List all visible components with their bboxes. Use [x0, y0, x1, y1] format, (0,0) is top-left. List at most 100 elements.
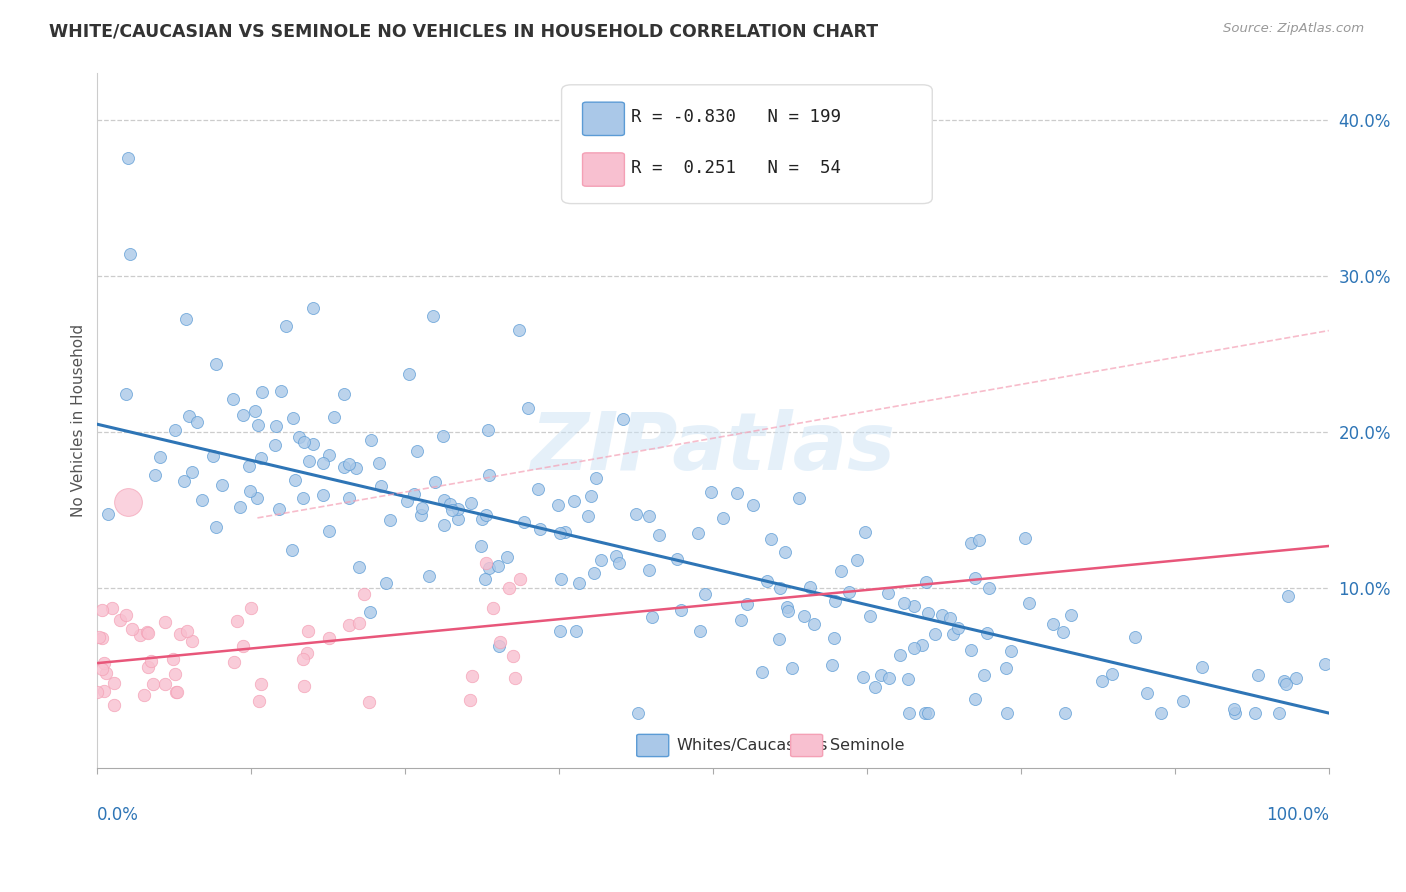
- Point: [374, 575, 396, 590]
- Point: [735, 597, 758, 611]
- Point: [564, 494, 586, 508]
- Point: [565, 624, 588, 638]
- Point: [1191, 660, 1213, 674]
- Point: [117, 495, 139, 509]
- Point: [688, 525, 710, 540]
- Point: [583, 566, 606, 581]
- Point: [526, 482, 548, 496]
- Point: [824, 593, 846, 607]
- Point: [924, 627, 946, 641]
- Point: [607, 556, 630, 570]
- Point: [238, 483, 260, 498]
- Point: [1018, 596, 1040, 610]
- Point: [1091, 674, 1114, 689]
- Point: [917, 706, 939, 720]
- FancyBboxPatch shape: [561, 85, 932, 203]
- Point: [86, 684, 108, 698]
- Point: [136, 626, 159, 640]
- Point: [186, 415, 208, 429]
- Point: [627, 706, 650, 720]
- Point: [911, 638, 934, 652]
- Point: [830, 564, 852, 578]
- Point: [347, 615, 370, 630]
- Point: [478, 561, 501, 575]
- Point: [447, 512, 470, 526]
- Point: [1014, 531, 1036, 545]
- Point: [318, 631, 340, 645]
- Point: [115, 608, 138, 623]
- Point: [232, 639, 254, 653]
- Text: ZIPatlas: ZIPatlas: [530, 409, 896, 487]
- Point: [312, 456, 335, 470]
- Point: [1247, 667, 1270, 681]
- Point: [165, 685, 187, 699]
- Point: [846, 553, 869, 567]
- Point: [357, 695, 380, 709]
- Point: [585, 471, 607, 485]
- Point: [1272, 673, 1295, 688]
- FancyBboxPatch shape: [582, 153, 624, 186]
- Point: [547, 498, 569, 512]
- Point: [301, 437, 323, 451]
- Point: [475, 508, 498, 522]
- Point: [1054, 706, 1077, 720]
- Point: [897, 706, 920, 720]
- Point: [789, 491, 811, 505]
- Point: [977, 581, 1000, 595]
- Point: [474, 572, 496, 586]
- Point: [411, 500, 433, 515]
- Point: [503, 671, 526, 685]
- Point: [91, 632, 114, 646]
- Point: [1223, 706, 1246, 720]
- Point: [513, 515, 536, 529]
- Point: [821, 657, 844, 672]
- Point: [776, 599, 799, 614]
- Point: [1285, 671, 1308, 685]
- Point: [396, 493, 419, 508]
- Point: [378, 513, 401, 527]
- Point: [291, 652, 314, 666]
- Point: [1222, 701, 1244, 715]
- Point: [440, 503, 463, 517]
- Point: [458, 693, 481, 707]
- Point: [508, 323, 530, 337]
- Point: [225, 615, 247, 629]
- Point: [246, 491, 269, 505]
- Point: [143, 468, 166, 483]
- Point: [859, 608, 882, 623]
- Point: [205, 357, 228, 371]
- FancyBboxPatch shape: [790, 734, 823, 756]
- Point: [370, 479, 392, 493]
- Text: WHITE/CAUCASIAN VS SEMINOLE NO VEHICLES IN HOUSEHOLD CORRELATION CHART: WHITE/CAUCASIAN VS SEMINOLE NO VEHICLES …: [49, 22, 879, 40]
- Point: [481, 601, 503, 615]
- Point: [1268, 706, 1291, 720]
- Point: [870, 668, 893, 682]
- Point: [823, 631, 845, 645]
- Point: [360, 434, 382, 448]
- Point: [173, 474, 195, 488]
- Text: Seminole: Seminole: [830, 738, 904, 753]
- Point: [418, 569, 440, 583]
- Point: [471, 512, 494, 526]
- Point: [165, 424, 187, 438]
- Point: [903, 641, 925, 656]
- Point: [1136, 685, 1159, 699]
- Point: [333, 460, 356, 475]
- Point: [165, 666, 187, 681]
- Text: 100.0%: 100.0%: [1265, 805, 1329, 824]
- Point: [281, 411, 304, 425]
- Point: [204, 520, 226, 534]
- Point: [963, 571, 986, 585]
- Point: [877, 671, 900, 685]
- Point: [439, 497, 461, 511]
- Point: [960, 536, 983, 550]
- Point: [136, 625, 159, 640]
- Text: 0.0%: 0.0%: [97, 805, 139, 824]
- Point: [117, 152, 139, 166]
- Point: [240, 601, 263, 615]
- Point: [689, 624, 711, 638]
- Point: [1150, 706, 1173, 720]
- Point: [347, 560, 370, 574]
- Point: [509, 572, 531, 586]
- Point: [624, 507, 647, 521]
